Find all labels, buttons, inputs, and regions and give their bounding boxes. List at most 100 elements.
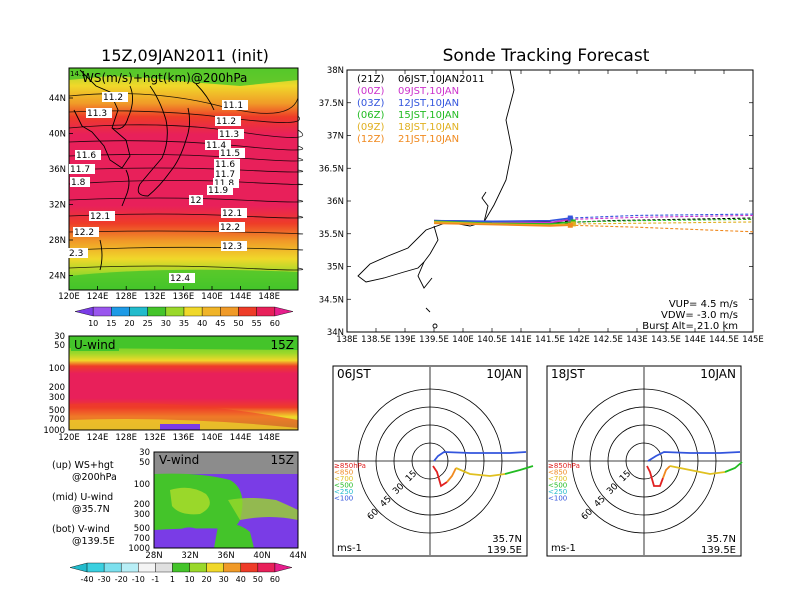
colorbar-swatch [201, 306, 221, 317]
track-lon-label: 143.5E [651, 335, 681, 345]
colorbar-swatch [256, 306, 276, 317]
hodo-left-lon: 139.5E [487, 545, 522, 556]
hodo-level-label: <850 [334, 469, 353, 477]
launch-jst: 09JST,10JAN [398, 86, 459, 97]
height-label-bg [102, 92, 128, 102]
map-lon-label: 124E [87, 292, 109, 302]
hodo-right-unit: ms-1 [551, 543, 576, 554]
map-lat-label: 36N [49, 165, 66, 175]
track-lat-label: 36.5N [319, 164, 344, 174]
v-pressure-label: 300 [134, 510, 150, 520]
map-lon-label: 120E [58, 292, 80, 302]
launch-utc: (06Z) [357, 110, 384, 121]
colorbar-swatch [165, 306, 185, 317]
u-pressure-label: 100 [49, 364, 65, 374]
v-pressure-label: 500 [134, 524, 150, 534]
u-pressure-label: 200 [49, 383, 65, 393]
hodo-level-label: <100 [548, 495, 567, 503]
height-label-bg [86, 108, 112, 118]
v-lat-label: 40N [253, 551, 270, 561]
hodo-left-lat: 35.7N [492, 534, 522, 545]
map-axis-ticks [68, 97, 270, 290]
colorbar-swatch [111, 306, 130, 317]
v-pressure-label: 30 [139, 448, 150, 458]
track-lat-label: 37.5N [319, 99, 344, 109]
height-label: 11.6 [215, 160, 235, 170]
hodo-trace [669, 465, 726, 475]
hodo-trace [724, 461, 743, 473]
v-colorbar-swatch [138, 562, 156, 573]
v-colorbar-swatch [240, 562, 259, 573]
hodo-level-label: <500 [548, 482, 567, 490]
v-colorbar-swatch [103, 562, 122, 573]
colorbar-label: 50 [233, 319, 243, 328]
height-label-bg [214, 169, 240, 179]
height-label: 12.1 [222, 209, 242, 219]
height-label: 11.6 [76, 151, 96, 161]
v-colorbar-label: -30 [98, 575, 111, 584]
u-pressure-label: 30 [54, 332, 65, 342]
v-pressure-label: 700 [134, 534, 150, 544]
v-colorbar-label: -10 [132, 575, 145, 584]
map-lon-labels: 120E 124E 128E 132E 136E 140E 144E 148E [58, 292, 280, 302]
launch-jst: 12JST,10JAN [398, 98, 459, 109]
height-label: 12.3 [222, 242, 242, 252]
track-lat-label: 36N [327, 197, 344, 207]
height-label: 12.2 [220, 223, 240, 233]
map-height-labels: 11.211.311.111.211.311.411.511.611.711.8… [68, 92, 248, 284]
map-lat-label: 24N [49, 272, 66, 282]
hodo-level-label: ≥850hPa [548, 462, 580, 470]
hodo-level-label: <850 [548, 469, 567, 477]
height-label-bg [207, 185, 233, 195]
track-lon-label: 141.5E [535, 335, 565, 345]
map-lon-label: 132E [144, 292, 166, 302]
tracking-legend: (21Z) 06JST,10JAN2011 (00Z) 09JST,10JAN (03Z… [357, 74, 485, 145]
colorbar-label: 15 [106, 319, 116, 328]
u-wind-lon-labels: 120E 124E 128E 132E 136E 140E 144E 148E [58, 433, 280, 443]
burst-marker [567, 222, 573, 228]
colorbar-label: 30 [161, 319, 171, 328]
height-label: 12.4 [170, 274, 190, 284]
map-lon-label: 136E [173, 292, 195, 302]
map-lon-label: 144E [230, 292, 252, 302]
hodo-level-label: <250 [334, 488, 353, 496]
tracking-lines [433, 213, 754, 233]
track-lat-label: 35N [327, 263, 344, 273]
height-label-bg [219, 222, 245, 232]
height-label-bg [222, 100, 248, 110]
hodo-trace [433, 451, 527, 462]
legend-up-1: (up) WS+hgt [52, 460, 114, 471]
height-label: 11.9 [208, 186, 228, 196]
launch-utc: (00Z) [357, 86, 384, 97]
hodo-level-label: <250 [548, 488, 567, 496]
map-lat-labels: 44N 40N 36N 32N 28N 24N [49, 94, 66, 282]
height-label-bg [70, 177, 90, 187]
height-label-bg [205, 140, 231, 150]
track-ascent-line [433, 217, 571, 223]
hodo-trace [455, 467, 506, 477]
v-colorbar-swatch [155, 562, 173, 573]
map-lat-label: 32N [49, 201, 66, 211]
track-lon-label: 142E [568, 335, 590, 345]
map-lat-label: 28N [49, 236, 66, 246]
height-label: 11.4 [206, 141, 226, 151]
track-descent-line [570, 213, 754, 219]
hodo-right-lon: 139.5E [701, 545, 736, 556]
hodo-trace [504, 465, 534, 475]
v-colorbar-label: -40 [81, 575, 94, 584]
v-pressure-label: 50 [139, 458, 150, 468]
colorbar-label: 45 [215, 319, 225, 328]
track-lon-label: 138.5E [361, 335, 391, 345]
map-corner-label: 14.1 [70, 70, 86, 78]
track-lon-label: 143E [626, 335, 648, 345]
u-lon-label: 136E [173, 433, 195, 443]
hodo-level-label: <500 [334, 482, 353, 490]
track-lat-label: 37N [327, 132, 344, 142]
u-lon-label: 148E [258, 433, 280, 443]
hodo-right-time: 18JST [551, 367, 585, 381]
height-label: 11.1 [223, 101, 243, 111]
track-lon-label: 140.5E [477, 335, 507, 345]
height-label-bg [69, 164, 95, 174]
u-wind-title: U-wind [74, 338, 115, 352]
